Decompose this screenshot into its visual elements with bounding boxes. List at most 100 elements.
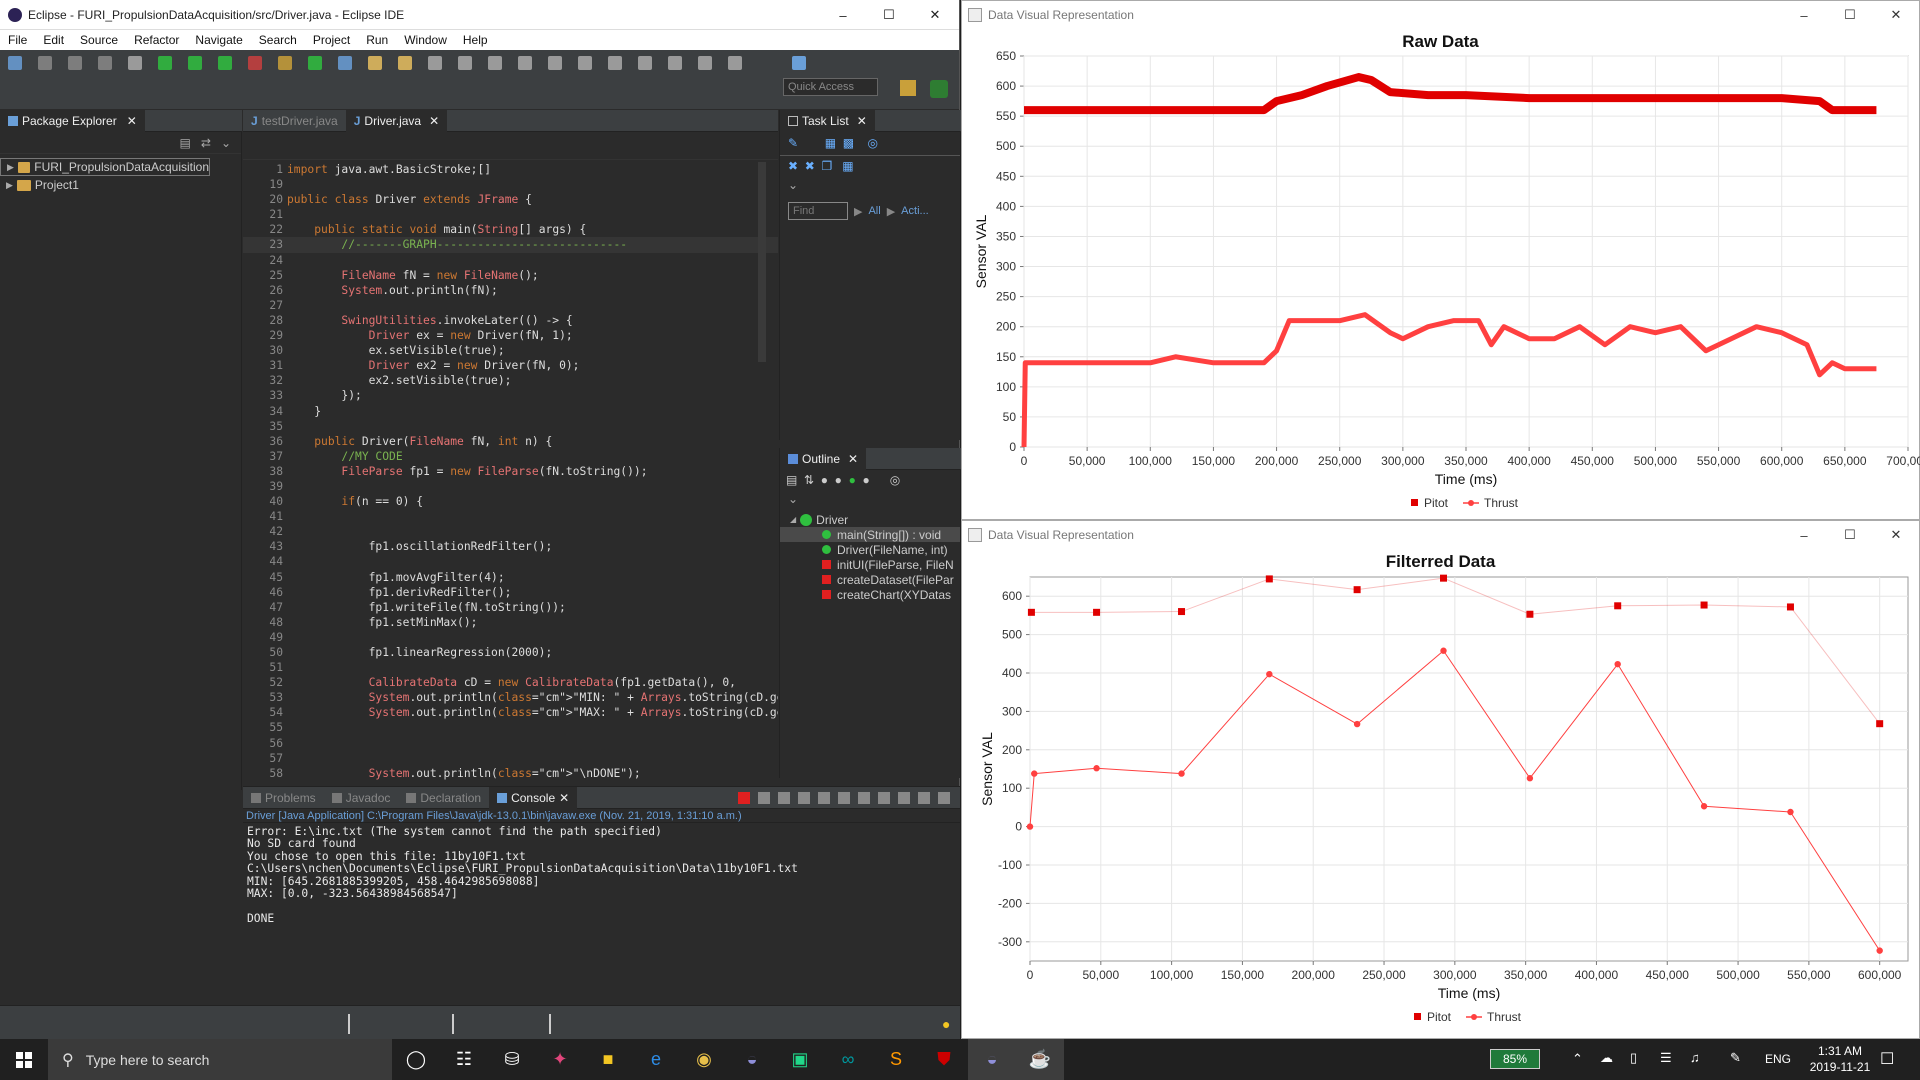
link-icon[interactable]: ◎ [889, 473, 901, 487]
close-icon[interactable]: ✕ [126, 113, 137, 128]
tree-item[interactable]: ▶ FURI_PropulsionDataAcquisition [0, 158, 210, 176]
toggle-icon[interactable] [128, 56, 142, 70]
java-running-icon[interactable]: ☕ [1016, 1039, 1064, 1080]
quick-access-input[interactable]: Quick Access [783, 78, 878, 96]
save-icon[interactable] [38, 56, 52, 70]
activate-link[interactable]: Acti... [901, 205, 929, 217]
minimize-button[interactable]: – [839, 7, 847, 23]
remove-launch-icon[interactable] [758, 791, 770, 804]
connect-icon[interactable]: ▦ [842, 159, 854, 173]
cortana-icon[interactable]: ◯ [405, 1049, 427, 1069]
minimize-icon[interactable] [918, 791, 930, 804]
print-icon[interactable] [98, 56, 112, 70]
sublime-icon[interactable]: S [889, 1049, 902, 1069]
outline-item[interactable]: main(String[]) : void [780, 527, 960, 542]
close-button[interactable]: ✕ [1890, 7, 1902, 22]
eclipse-app-icon[interactable]: ◒ [746, 1049, 758, 1069]
pen-icon[interactable]: ✎ [1730, 1050, 1741, 1065]
tab-outline[interactable]: Outline ✕ [780, 447, 867, 470]
display-console-icon[interactable] [878, 791, 890, 804]
next-annotation-icon[interactable] [608, 56, 622, 70]
editor-scrollbar[interactable] [758, 162, 766, 362]
menu-file[interactable]: File [8, 33, 28, 47]
annotation-icon[interactable] [428, 56, 442, 70]
external-tools-icon[interactable] [248, 56, 262, 70]
eclipse-running-icon[interactable]: ◒ [968, 1039, 1016, 1080]
scroll-lock-icon[interactable] [818, 791, 830, 804]
editor-tab-driver[interactable]: J Driver.java ✕ [345, 109, 448, 132]
start-button[interactable] [0, 1039, 48, 1080]
filter-icon[interactable]: ▩ [842, 136, 855, 150]
java-perspective-icon[interactable] [930, 80, 948, 98]
onedrive-icon[interactable]: ☁ [1600, 1050, 1613, 1065]
run-icon[interactable] [188, 56, 202, 70]
tab-package-explorer[interactable]: Package Explorer ✕ [0, 109, 145, 132]
expand-icon[interactable]: ⌄ [788, 178, 799, 192]
close-button[interactable]: ✕ [1890, 527, 1902, 542]
open-type-icon[interactable] [338, 56, 352, 70]
focus-icon[interactable]: ◎ [867, 136, 878, 150]
tab-declaration[interactable]: Declaration [398, 787, 489, 809]
outline-item[interactable]: createDataset(FilePar [780, 572, 960, 587]
back-icon[interactable] [698, 56, 712, 70]
notification-icon[interactable]: ☐ [1880, 1051, 1895, 1068]
prev-annotation-icon[interactable] [638, 56, 652, 70]
expand-arrow-icon[interactable]: ▶ [7, 161, 14, 172]
menu-refactor[interactable]: Refactor [134, 33, 180, 47]
maximize-button[interactable]: ☐ [1844, 527, 1856, 542]
task-view-icon[interactable]: ☷ [455, 1049, 473, 1069]
debug-icon[interactable] [158, 56, 172, 70]
close-icon[interactable]: ✕ [429, 113, 440, 128]
new-class-icon[interactable] [308, 56, 322, 70]
task-find-input[interactable]: Find [788, 202, 848, 220]
forward-icon[interactable] [728, 56, 742, 70]
search-icon[interactable] [368, 56, 382, 70]
prev-edit-icon[interactable] [488, 56, 502, 70]
toggle-breadcrumb-icon[interactable] [578, 56, 592, 70]
slack-icon[interactable]: ✦ [552, 1049, 568, 1069]
view-menu-icon[interactable]: ⌄ [220, 136, 231, 150]
close-icon[interactable]: ✕ [559, 790, 570, 805]
outline-item[interactable]: createChart(XYDatas [780, 587, 960, 602]
collapse-all-icon[interactable]: ▤ [179, 136, 191, 150]
volume-icon[interactable]: ♫ [1690, 1050, 1700, 1065]
collapse-arrow-icon[interactable]: ◢ [790, 515, 797, 524]
wifi-icon[interactable]: ☰ [1660, 1050, 1672, 1065]
maximize-button[interactable]: ☐ [1844, 7, 1856, 22]
clock[interactable]: 1:31 AM 2019-11-21 [1800, 1043, 1880, 1075]
close-icon[interactable]: ✕ [856, 113, 867, 128]
arduino-icon[interactable]: ∞ [841, 1049, 855, 1069]
close-icon[interactable]: ✕ [848, 451, 859, 466]
store-icon[interactable]: ⛁ [504, 1049, 520, 1069]
menu-source[interactable]: Source [80, 33, 119, 47]
sort-icon[interactable]: ⇅ [804, 473, 815, 487]
delete-icon[interactable]: ✖ [788, 159, 799, 173]
maximize-button[interactable]: ☐ [883, 7, 895, 22]
show-hidden-icons[interactable]: ⌃ [1572, 1051, 1583, 1066]
outline-root[interactable]: ◢ Driver [780, 512, 960, 527]
new-task-icon[interactable]: ✎ [788, 136, 799, 150]
new-icon[interactable] [8, 56, 22, 70]
tab-problems[interactable]: Problems [243, 787, 324, 809]
pin-icon[interactable] [518, 56, 532, 70]
coverage-icon[interactable] [218, 56, 232, 70]
workbench-icon[interactable] [792, 56, 806, 70]
minimize-button[interactable]: – [1800, 7, 1808, 23]
battery-icon[interactable]: ▯ [1630, 1050, 1638, 1065]
clear-console-icon[interactable] [798, 791, 810, 804]
open-console-icon[interactable] [898, 791, 910, 804]
maximize-icon[interactable] [938, 791, 950, 804]
menu-help[interactable]: Help [462, 33, 488, 47]
battery-percentage[interactable]: 85% [1490, 1049, 1540, 1069]
lightbulb-icon[interactable]: ● [942, 1016, 951, 1032]
next-edit-icon[interactable] [458, 56, 472, 70]
collapse-icon[interactable]: ▤ [786, 473, 798, 487]
expand-icon[interactable]: ⌄ [788, 492, 799, 506]
close-button[interactable]: ✕ [929, 7, 941, 22]
hide-fields-icon[interactable]: ● [820, 473, 828, 487]
hide-nonpublic-icon[interactable]: ● [848, 473, 856, 487]
categorize-icon[interactable]: ▦ [824, 136, 837, 150]
all-filter-link[interactable]: All [868, 205, 881, 217]
remove-all-icon[interactable] [778, 791, 790, 804]
